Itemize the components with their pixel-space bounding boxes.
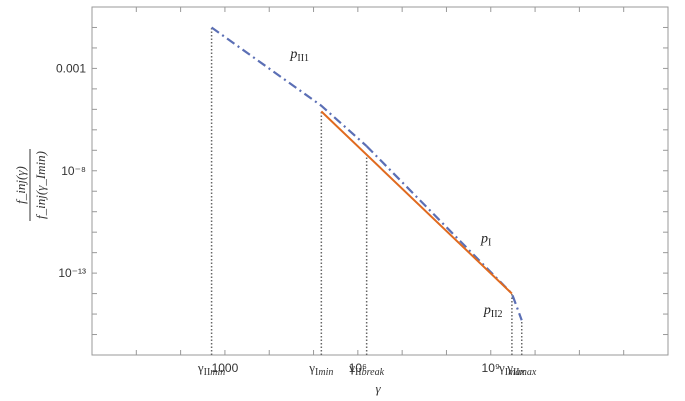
y-axis-label-denominator: f_inj(γ_Imin) — [33, 151, 48, 219]
x-axis-label: γ — [375, 381, 381, 396]
x-tick-labels: 1000 10⁶ 10⁹ — [212, 361, 500, 375]
y-axis-label-numerator: f_inj(γ) — [13, 166, 28, 204]
x-tick-label: 10⁶ — [349, 361, 367, 375]
series-label: pII1 — [289, 47, 309, 64]
series-labels: pII1 pI pII2 — [289, 47, 502, 320]
series-label: pII2 — [483, 303, 503, 320]
plot-frame — [91, 6, 669, 356]
series-label: pI — [480, 231, 491, 248]
x-tick-label: 10⁹ — [482, 361, 501, 375]
y-tick-label: 10⁻¹³ — [58, 266, 86, 280]
series-lines — [210, 26, 523, 321]
series-line-p-ii2 — [365, 145, 523, 321]
series-line-p-ii1 — [210, 26, 368, 147]
y-tick-label: 10⁻⁸ — [61, 164, 86, 178]
marker-label: γImax — [498, 360, 525, 378]
marker-label: γIImin — [197, 360, 225, 378]
x-ticks — [91, 7, 669, 355]
y-ticks — [92, 6, 668, 356]
y-axis-label: f_inj(γ) f_inj(γ_Imin) — [13, 149, 48, 221]
marker-label: γImin — [308, 360, 333, 378]
marker-label: γIIbreak — [348, 360, 384, 378]
y-tick-labels: 0.001 10⁻⁸ 10⁻¹³ — [56, 61, 86, 280]
y-tick-label: 0.001 — [56, 61, 86, 75]
marker-label: γIImax — [506, 360, 537, 378]
x-tick-label: 1000 — [212, 361, 239, 375]
series-line-p-i — [320, 110, 513, 295]
